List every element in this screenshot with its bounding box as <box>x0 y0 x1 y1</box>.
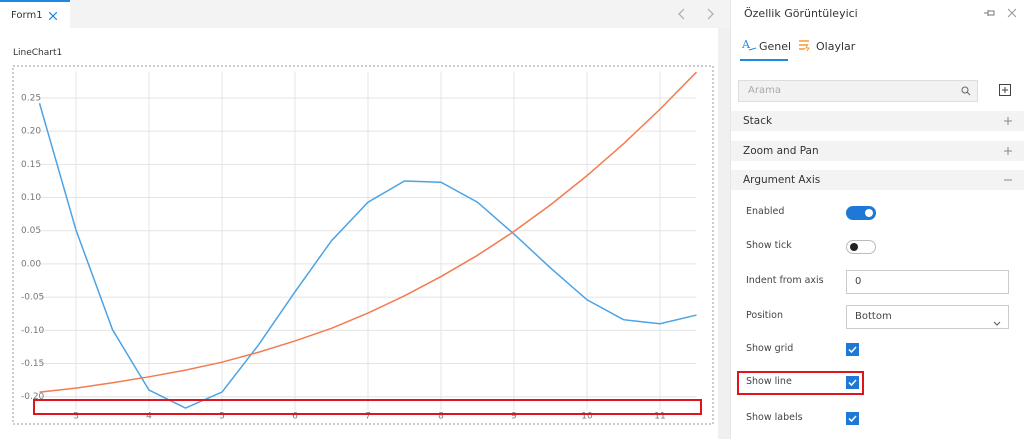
y-tick-label: 0.25 <box>21 93 41 103</box>
splitter <box>718 28 730 439</box>
section-header[interactable]: Zoom and Pan <box>731 140 1024 161</box>
component-label: LineChart1 <box>13 48 63 58</box>
dropdown-arrow <box>993 313 1001 326</box>
search-icon <box>961 86 971 96</box>
x-tick-label: 6 <box>292 412 298 422</box>
toggle-knob <box>850 243 858 251</box>
y-tick-label: 0.05 <box>21 226 41 236</box>
search-box[interactable]: Arama <box>738 80 978 102</box>
property-label: Show grid <box>746 343 794 354</box>
expand-icon[interactable] <box>1003 113 1013 127</box>
section-label: Zoom and Pan <box>743 144 819 157</box>
svg-text:A: A <box>742 38 751 51</box>
y-tick-label: -0.15 <box>21 359 44 369</box>
property-label: Show line <box>746 376 792 387</box>
field-value: 0 <box>855 276 862 287</box>
checkbox[interactable] <box>846 343 859 356</box>
toggle[interactable] <box>846 240 876 254</box>
toggle[interactable] <box>846 206 876 220</box>
close-icon[interactable] <box>49 12 57 20</box>
y-tick-label: 0.15 <box>21 160 41 170</box>
panel-title: Özellik Görüntüleyici <box>744 7 858 20</box>
panel-tab[interactable]: Genel <box>759 40 792 53</box>
x-tick-label: 5 <box>219 412 225 422</box>
property-label: Indent from axis <box>746 275 824 286</box>
section-header[interactable]: Stack <box>731 111 1024 131</box>
component-frame <box>12 65 714 425</box>
layout-icon[interactable] <box>999 84 1011 96</box>
nav-arrows[interactable] <box>678 8 718 20</box>
x-tick-label: 8 <box>438 412 444 422</box>
y-tick-label: -0.10 <box>21 326 45 336</box>
x-tick-label: 11 <box>654 412 665 422</box>
tab-bar <box>0 0 730 28</box>
property-label: Show tick <box>746 240 792 251</box>
tab-label: Form1 <box>11 10 43 21</box>
x-tick-label: 4 <box>146 412 152 422</box>
checkbox[interactable] <box>846 376 859 389</box>
dropdown[interactable]: Bottom <box>846 305 1009 329</box>
text-input[interactable]: 0 <box>846 270 1009 294</box>
y-tick-label: -0.05 <box>21 293 44 303</box>
highlight-box <box>737 371 864 395</box>
chart: 0.25 0.20 0.15 0.10 0.05 0.00 -0.05 -0.10 -0.15 -… <box>12 65 714 425</box>
y-tick-label: 0.10 <box>21 193 41 203</box>
series-line <box>38 103 697 409</box>
property-label: Position <box>746 310 783 321</box>
panel-icons[interactable] <box>984 8 1016 18</box>
expand-icon[interactable] <box>1003 143 1013 157</box>
toggle-knob <box>865 209 873 217</box>
section-label: Argument Axis <box>743 174 821 186</box>
section-header[interactable]: Argument Axis <box>731 170 1024 190</box>
search-placeholder: Arama <box>748 85 781 96</box>
panel-tab[interactable]: Olaylar <box>816 40 856 53</box>
section-label: Stack <box>743 115 773 127</box>
expand-icon[interactable] <box>1003 172 1013 186</box>
property-label: Show labels <box>746 412 803 423</box>
genel-icon: A <box>742 38 757 51</box>
y-tick-label: -0.20 <box>21 392 45 402</box>
x-tick-label: 3 <box>73 412 79 422</box>
field-value: Bottom <box>855 311 892 322</box>
series-line <box>39 71 698 393</box>
olaylar-icon <box>799 40 810 52</box>
tab[interactable]: Form1 <box>0 0 70 28</box>
highlight-box <box>33 399 702 415</box>
property-label: Enabled <box>746 206 785 217</box>
x-tick-label: 10 <box>581 412 593 422</box>
x-tick-label: 7 <box>365 412 371 422</box>
x-tick-label: 9 <box>511 412 517 422</box>
y-tick-label: 0.00 <box>21 259 41 269</box>
y-tick-label: 0.20 <box>21 127 41 137</box>
tab-underline <box>740 59 788 61</box>
checkbox[interactable] <box>846 412 859 425</box>
property-panel <box>730 0 1024 439</box>
